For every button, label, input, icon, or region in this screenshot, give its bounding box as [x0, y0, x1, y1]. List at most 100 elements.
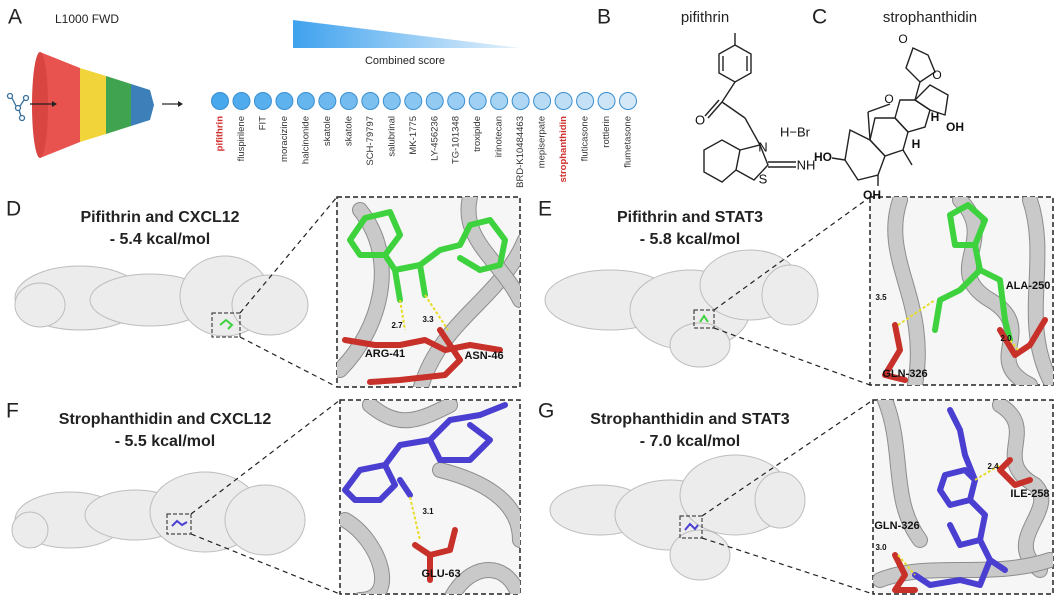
zoom-art [342, 337, 503, 353]
compound-label: troxipide [472, 116, 483, 152]
compound-label: FIT [257, 116, 268, 130]
funnel [32, 52, 48, 158]
compound-label: moracizine [279, 116, 290, 162]
focus-box [679, 515, 703, 539]
funnel [178, 101, 183, 107]
funnel [80, 68, 106, 142]
funnel [106, 76, 131, 134]
connector [239, 336, 338, 388]
protein-surface [231, 274, 309, 336]
zoom-art [340, 513, 389, 594]
zoom-art [873, 400, 1053, 593]
pifithrin-structure [718, 44, 752, 83]
compound-label: LY-456236 [429, 116, 440, 161]
zoom-art [399, 299, 406, 331]
residue-label: ASN-46 [464, 350, 503, 362]
compound-label: irinotecan [494, 116, 505, 157]
compound-label: strophanthidin [558, 116, 569, 183]
compound-dot [275, 92, 294, 110]
compound-dot [361, 92, 380, 110]
ligand [684, 522, 699, 531]
atom-label: NH [797, 157, 816, 172]
panel-letter: B [597, 6, 611, 29]
compound-dot [447, 92, 466, 110]
strophanthidin-structure [831, 157, 846, 161]
residue-label: GLU-63 [421, 568, 460, 580]
atom-label: OH [863, 188, 881, 202]
compound-label: TG-101348 [451, 116, 462, 164]
zoom-art [912, 537, 993, 588]
pifithrin-structure [707, 101, 723, 119]
binding-energy: - 5.5 kcal/mol [115, 433, 216, 450]
strophanthidin-structure [905, 47, 936, 83]
compound-dot [339, 92, 358, 110]
atom-label: HO [814, 150, 832, 164]
pifithrin-structure [744, 117, 761, 146]
residue-label: GLN-326 [882, 368, 927, 380]
compound-dot [318, 92, 337, 110]
strophanthidin-structure [902, 149, 913, 166]
compound-label: halcinonide [300, 116, 311, 164]
zoom-art [897, 299, 936, 326]
panel-title: Pifithrin and CXCL12 [80, 209, 239, 226]
compound-label: fluspirilene [236, 116, 247, 161]
compound-label: SCH-79797 [365, 116, 376, 166]
zoom-art [337, 197, 520, 387]
strophanthidin-structure [831, 47, 949, 186]
zoom-art [412, 527, 458, 558]
zoom-art [347, 209, 403, 258]
compound-dot [619, 92, 637, 110]
zoom-art [1009, 339, 1019, 351]
protein-surface [754, 471, 806, 529]
compound-dots [211, 92, 637, 110]
zoom-art [417, 262, 428, 298]
pifithrin-structure [704, 99, 720, 117]
strophanthidin-structure [894, 99, 931, 133]
zoom-art [342, 462, 398, 503]
zoom-art [987, 557, 1008, 573]
pifithrin-structure [721, 81, 736, 103]
distance-label: 3.5 [875, 293, 887, 302]
distance-label: 3.1 [422, 507, 434, 516]
compound-dot [232, 92, 251, 110]
panel-letter: D [6, 198, 21, 221]
atom-label: H−Br [780, 124, 811, 139]
zoom-art [882, 197, 1053, 385]
compound-dot [533, 92, 552, 110]
focus-box [693, 309, 715, 329]
funnel [14, 104, 22, 112]
zoom-art [878, 400, 927, 547]
protein-surface [11, 511, 49, 549]
binding-energy: - 5.4 kcal/mol [110, 231, 211, 248]
compound-label: flumetasone [623, 116, 634, 168]
zoom-art [409, 496, 421, 541]
atom-label: H [931, 110, 940, 124]
compound-dot [382, 92, 401, 110]
zoom-art [997, 317, 1048, 358]
strophanthidin-structure [914, 81, 921, 101]
zoom-art [977, 267, 1013, 343]
zoom-art [382, 217, 508, 273]
panel-title: Strophanthidin and CXCL12 [59, 411, 272, 428]
distance-label: 2.7 [391, 321, 403, 330]
strophanthidin-structure [844, 128, 886, 181]
distance-label: 3.0 [875, 543, 887, 552]
compound-label: MK-1775 [408, 116, 419, 155]
panel-title: Strophanthidin and STAT3 [590, 411, 789, 428]
binding-energy: - 5.8 kcal/mol [640, 231, 741, 248]
compound-label: BRD-K10484463 [515, 116, 526, 188]
panel-letter: F [6, 400, 19, 423]
pifithrin-structure [703, 139, 741, 183]
funnel [40, 52, 80, 158]
compound-dot [511, 92, 530, 110]
protein-surface [224, 484, 306, 556]
panel-title: pifithrin [681, 9, 729, 26]
atom-label: H [912, 137, 921, 151]
compound-label: salubrinal [386, 116, 397, 157]
distance-label: 3.3 [422, 315, 434, 324]
zoom-art [882, 322, 908, 383]
funnel [6, 52, 183, 158]
zoom-art [433, 463, 520, 547]
compound-dot [468, 92, 487, 110]
